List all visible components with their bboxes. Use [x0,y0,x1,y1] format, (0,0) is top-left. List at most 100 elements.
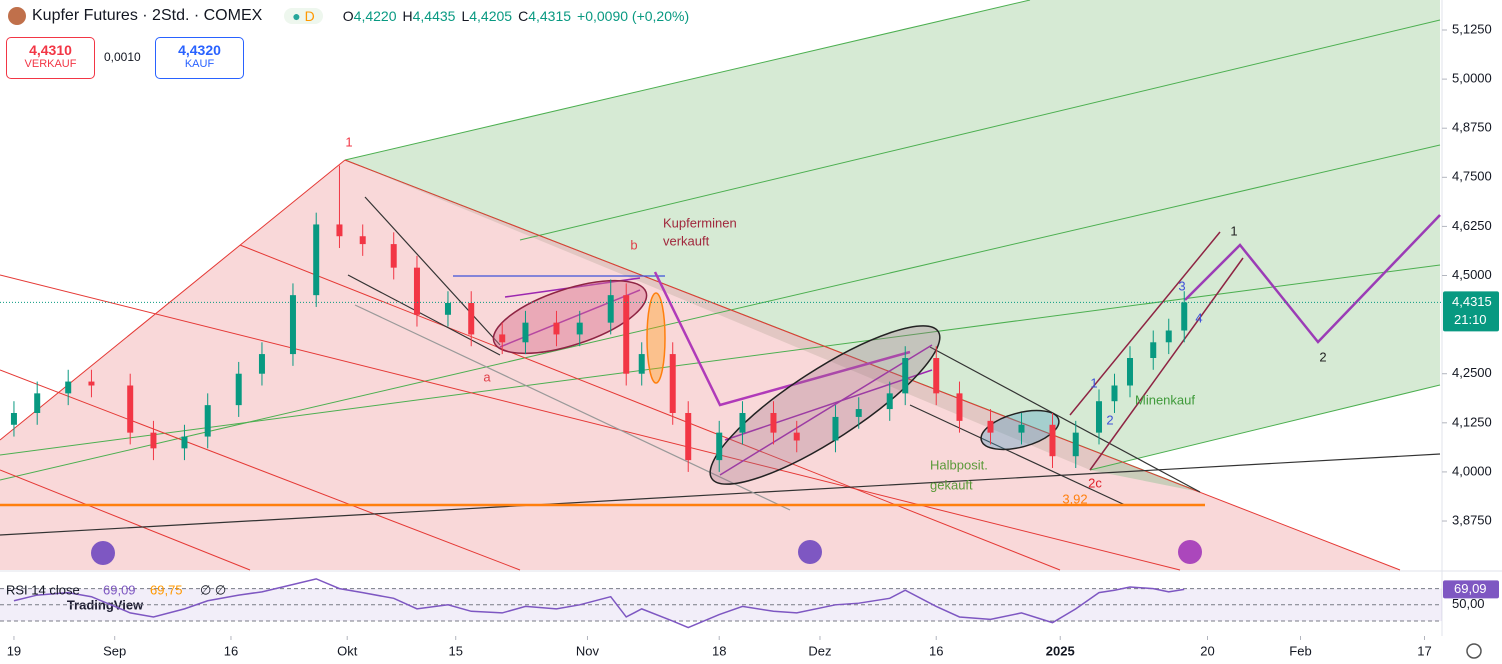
rsi-last-box [1443,580,1499,599]
ohlc-label: L [461,8,470,24]
countdown: 21:10 [1454,312,1487,327]
ohlc: O4,4220 H4,4435 L4,4205 C4,4315 +0,0090 (+0,… [343,8,689,24]
candle-body [468,303,475,335]
y-tick-label: 3,8750 [1452,512,1492,527]
x-tick-label: Feb [1289,643,1311,658]
annotation: a [483,369,491,384]
spread: 0,0010 [104,50,141,64]
candle-body [886,393,893,410]
status-badge: ● D [284,8,323,24]
x-tick-label: Okt [337,643,358,658]
red-lines [0,159,1401,571]
x-tick-label: 2025 [1046,643,1075,658]
rsi-line [13,578,1185,629]
y-tick-label: 5,0000 [1452,71,1492,86]
candle-body [204,405,211,437]
candle-body [413,267,420,315]
candle-body [793,432,800,441]
candle-body [258,354,265,374]
candle-body [313,224,320,296]
buy-price: 4,4320 [178,42,221,58]
x-tick-label: 20 [1200,643,1214,658]
candle-body [1072,432,1079,457]
candle-body [359,236,366,245]
candle-body [499,334,506,343]
y-tick-label: 4,7500 [1452,169,1492,184]
ohlc-label: H [402,8,413,24]
ohlc-value: 4,4220 [353,8,397,24]
candle-body [336,224,343,237]
candle-body [88,381,95,386]
badge: D [304,8,315,24]
x-tick-label: Sep [103,643,126,658]
candle-body [10,412,17,425]
sell-label: VERKAUF [24,58,77,70]
candle-body [638,354,645,374]
candle-body [832,416,839,441]
annotation: 4 [1195,310,1202,325]
y-tick-label: 4,5000 [1452,267,1492,282]
ohlc-value: 4,4205 [469,8,513,24]
rsi-title: RSI 14 close [6,582,80,597]
x-tick-label: Nov [576,643,600,658]
candle-body [150,432,157,449]
x-tick-label: 15 [448,643,462,658]
ohlc-label: C [518,8,529,24]
candle-body [553,322,560,335]
candle-body [181,436,188,449]
buy-button[interactable]: 4,4320 KAUF [155,37,244,79]
candle-body [855,409,862,417]
buy-label: KAUF [184,58,215,70]
candle-body [739,412,746,433]
candle-body [127,385,134,433]
annotation: 3,92 [1062,491,1087,506]
annotation: b [630,237,637,252]
x-tick-label: 18 [712,643,726,658]
candle-body [1181,302,1188,331]
x-tick-label: Dez [808,643,831,658]
candle-body [34,393,41,413]
annotation: verkauft [663,233,710,248]
candle-body [390,244,397,268]
header: Kupfer Futures · 2Std. · COMEX ● D O4,42… [0,0,689,32]
candle-body [902,358,909,394]
sell-button[interactable]: 4,4310 VERKAUF [6,37,95,79]
candle-body [1049,424,1056,457]
candle-body [1018,424,1025,433]
rsi-legend-extra: ∅ ∅ [200,582,226,597]
rsi-legend-value: 69,09 [103,582,136,597]
annotation: Kupferminen [663,215,737,230]
annotation: 1 [345,134,352,149]
channels [499,214,1441,476]
pitchfork-upper-zone [345,0,1440,492]
y-tick-label: 4,0000 [1452,463,1492,478]
ohlc-value: 4,4315 [528,8,572,24]
candle-body [685,412,692,461]
candle-body [1165,330,1172,343]
annotation: 1 [1230,223,1237,238]
annotation: gekauft [930,477,973,492]
candle-body [933,358,940,394]
symbol-title: Kupfer Futures · 2Std. · COMEX [32,7,263,24]
candle-body [289,295,296,355]
y-tick-label: 4,1250 [1452,414,1492,429]
y-tick-label: 4,6250 [1452,218,1492,233]
rsi-tick-label: 50,00 [1452,596,1485,611]
candle-body [1126,358,1133,386]
ohlc-label: O [342,8,354,24]
x-tick-label: 16 [929,643,943,658]
candle-body [956,393,963,421]
annotation: 1 [1090,375,1097,390]
annotation: 2 [1319,349,1326,364]
annotation: 2c [1088,475,1102,490]
candle-body [1111,385,1118,402]
y-tick-label: 5,1250 [1452,21,1492,36]
candle-body [444,303,451,315]
rsi-last-label: 69,09 [1454,581,1487,596]
candle-body [716,432,723,461]
x-tick-label: 17 [1417,643,1431,658]
annotation: Minenkauf [1135,392,1195,407]
sell-price: 4,4310 [29,42,72,58]
